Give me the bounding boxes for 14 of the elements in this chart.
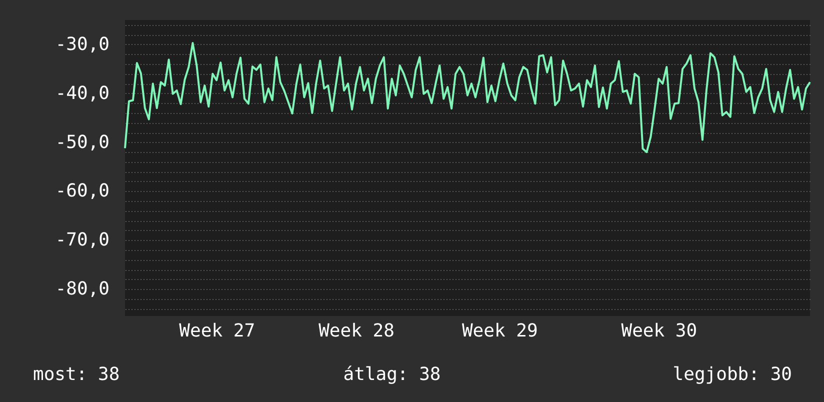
y-tick-label: -50,0 bbox=[55, 132, 110, 153]
y-tick-label: -80,0 bbox=[55, 278, 110, 300]
y-tick-label: -70,0 bbox=[55, 230, 110, 251]
text: átlag: 38 bbox=[343, 364, 441, 385]
text: most: 38 bbox=[33, 364, 120, 385]
y-tick-label: -40,0 bbox=[55, 82, 110, 104]
y-tick-label: -30,0 bbox=[55, 34, 110, 55]
x-tick-label: Week 30 bbox=[621, 320, 698, 342]
x-tick-label: Week 27 bbox=[179, 320, 256, 342]
text: legjobb: 30 bbox=[672, 364, 792, 385]
x-tick-label: Week 28 bbox=[318, 320, 394, 342]
line-series bbox=[124, 42, 811, 154]
x-tick-label: Week 29 bbox=[462, 320, 538, 342]
y-tick-label: -60,0 bbox=[55, 180, 110, 202]
